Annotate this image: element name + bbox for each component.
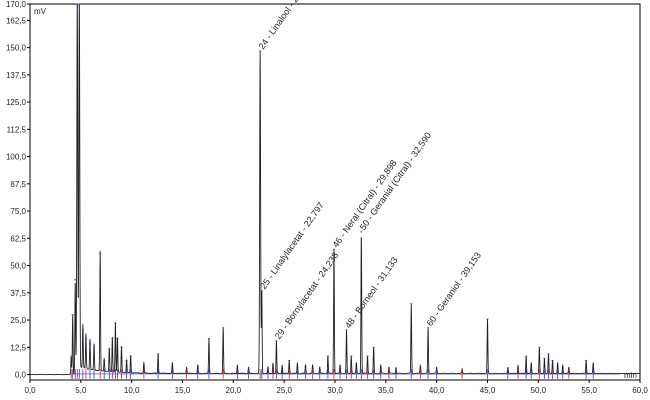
x-tick-label: 60,0: [632, 386, 648, 395]
x-axis: 0,0 5,0 10,0 15,0 20,0 25,0 30,0 35,0 40,0 45,0 50…: [24, 380, 648, 395]
x-tick-label: 35,0: [378, 386, 394, 395]
x-tick-label: 55,0: [581, 386, 597, 395]
x-tick-label: 40,0: [429, 386, 445, 395]
plot-area: [29, 3, 641, 381]
y-tick-label: 150,0: [6, 44, 27, 53]
y-tick-label: 137,5: [6, 71, 27, 80]
y-tick-label: 75,0: [10, 207, 26, 216]
y-tick-label: 0,0: [15, 371, 27, 380]
y-tick-label: 12,5: [10, 343, 26, 352]
y-tick-label: 112,5: [7, 125, 27, 134]
x-axis-unit-label: min: [624, 371, 637, 380]
y-tick-label: 170,0: [6, 0, 27, 9]
y-tick-label: 87,5: [10, 180, 26, 189]
y-axis: 0,0 12,5 25,0 37,5 50,0 62,5 75,0 87,5 100,0 112,…: [6, 0, 30, 380]
trace-layer: [29, 4, 641, 376]
y-tick-label: 50,0: [10, 262, 26, 271]
peak-marker-layer: [70, 3, 594, 379]
x-tick-label: 30,0: [327, 386, 343, 395]
signal-trace: [29, 4, 641, 376]
x-tick-label: 20,0: [226, 386, 242, 395]
x-tick-label: 50,0: [531, 386, 547, 395]
y-tick-label: 37,5: [10, 289, 26, 298]
x-tick-label: 10,0: [124, 386, 140, 395]
x-tick-label: 5,0: [75, 386, 87, 395]
y-tick-label: 62,5: [10, 234, 26, 243]
x-tick-label: 45,0: [480, 386, 496, 395]
y-axis-unit-label: mV: [34, 7, 47, 16]
y-tick-label: 162,5: [6, 16, 27, 25]
x-tick-label: 0,0: [24, 386, 36, 395]
y-tick-label: 125,0: [6, 98, 27, 107]
y-tick-label: 100,0: [6, 153, 27, 162]
x-tick-label: 25,0: [276, 386, 292, 395]
y-tick-label: 25,0: [10, 316, 26, 325]
x-tick-label: 15,0: [175, 386, 191, 395]
